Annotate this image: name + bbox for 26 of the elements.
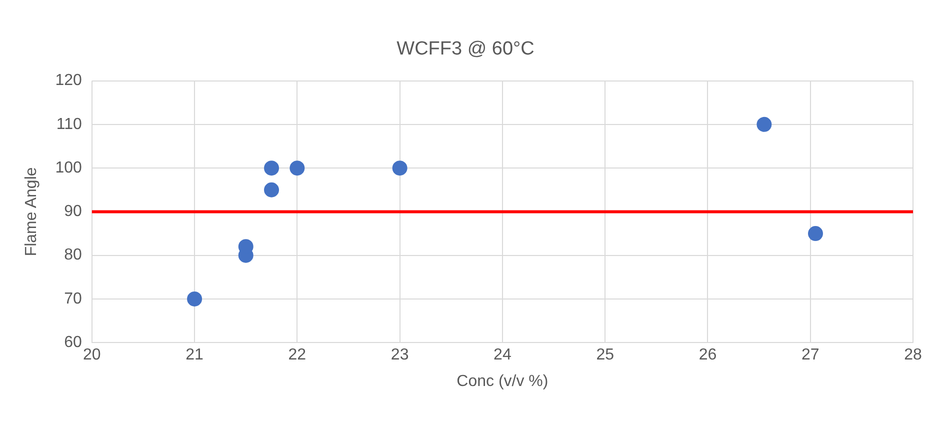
x-tick-label: 22 <box>288 346 306 364</box>
point <box>756 116 772 132</box>
x-tick-label: 25 <box>596 346 614 364</box>
y-tick-label: 70 <box>64 290 82 308</box>
x-tick-label: 26 <box>698 346 717 364</box>
chart-title: WCFF3 @ 60°C <box>396 38 534 60</box>
y-tick-label: 120 <box>55 72 82 90</box>
point <box>290 160 305 176</box>
x-tick-label: 23 <box>390 346 409 364</box>
x-tick-label: 24 <box>494 346 512 364</box>
y-axis-title: Flame Angle <box>23 167 40 256</box>
point <box>187 291 202 306</box>
point <box>392 160 408 176</box>
x-tick-label: 21 <box>186 346 204 364</box>
y-tick-label: 100 <box>55 159 82 176</box>
x-tick-label: 27 <box>801 346 820 364</box>
x-tick-label: 20 <box>82 346 101 364</box>
y-tick-label: 110 <box>56 116 82 133</box>
x-tick-label: 28 <box>904 346 922 364</box>
y-tick-label: 60 <box>64 334 82 352</box>
point <box>808 226 823 242</box>
x-axis-title: Conc (v/v %) <box>456 372 548 390</box>
point <box>264 160 280 176</box>
y-tick-label: 90 <box>64 203 82 220</box>
point <box>264 182 280 198</box>
y-tick-label: 80 <box>64 246 82 264</box>
